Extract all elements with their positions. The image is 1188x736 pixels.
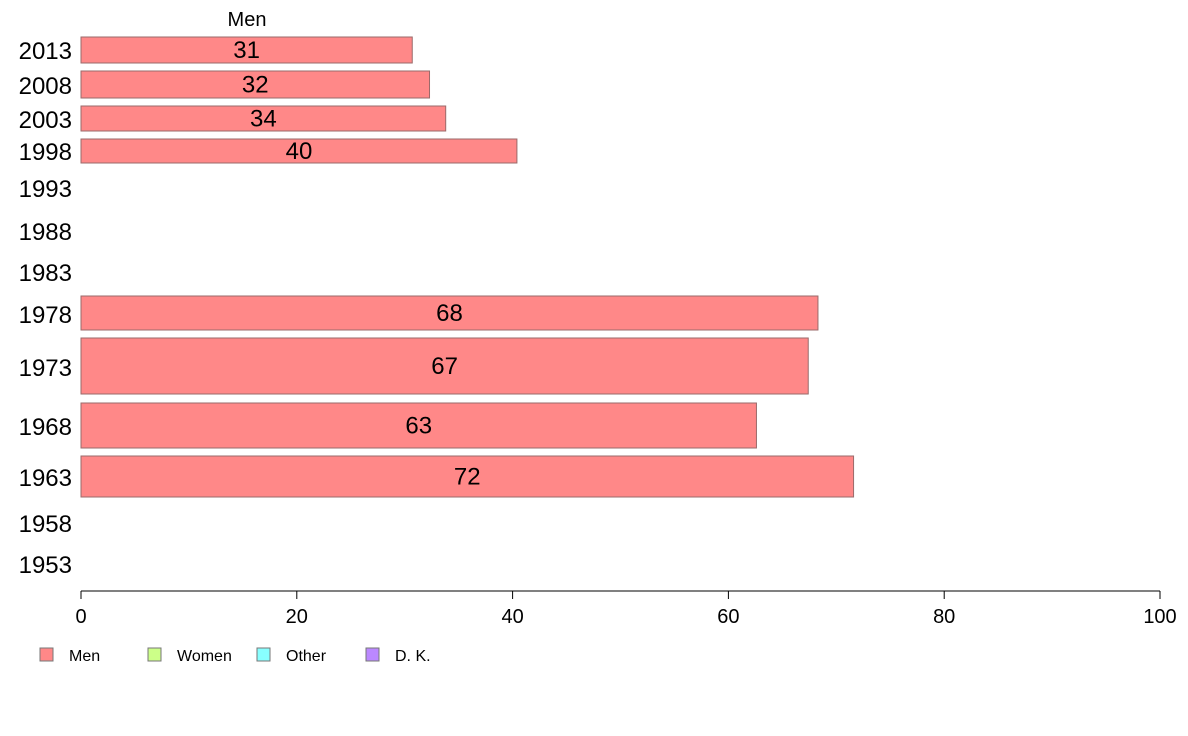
x-tick-label-40: 40	[501, 606, 523, 628]
bar-2008	[80, 70, 431, 99]
bar-label-1963: 72	[454, 464, 481, 491]
bar-1968	[80, 402, 757, 449]
year-label-1973: 1973	[19, 355, 72, 382]
legend-label-women: Women	[177, 648, 232, 665]
x-axis: 0 20 40 60 80 100	[75, 590, 1177, 628]
bar-label-1968: 63	[405, 413, 432, 440]
x-tick-label-20: 20	[286, 606, 308, 628]
year-label-1958: 1958	[19, 511, 72, 538]
bar-2003	[80, 105, 447, 132]
bar-1998	[80, 138, 518, 164]
legend-swatch-men	[39, 647, 54, 662]
legend-swatch-other	[256, 647, 271, 662]
legend-label-other: Other	[286, 648, 327, 665]
year-label-1988: 1988	[19, 219, 72, 246]
year-label-1993: 1993	[19, 176, 72, 203]
year-label-1963: 1963	[19, 465, 72, 492]
bar-label-1973: 67	[431, 353, 458, 380]
year-label-1968: 1968	[19, 414, 72, 441]
year-label-2003: 2003	[19, 107, 72, 134]
legend-label-d-k: D. K.	[395, 648, 431, 665]
bar-1978	[80, 295, 819, 331]
legend-label-men: Men	[69, 648, 100, 665]
legend: Men Women Other D. K.	[39, 647, 431, 665]
legend-swatch-d-k	[365, 647, 380, 662]
year-label-1953: 1953	[19, 552, 72, 579]
year-label-1998: 1998	[19, 139, 72, 166]
bar-label-1998: 40	[286, 138, 313, 165]
bar-label-2013: 31	[233, 37, 260, 64]
bar-labels: 31 32 34 40 68 67 63 72	[233, 37, 480, 491]
bar-2013	[80, 36, 413, 64]
bar-1973	[80, 337, 809, 395]
year-label-2013: 2013	[19, 38, 72, 65]
bar-1963	[80, 455, 855, 498]
year-label-1978: 1978	[19, 302, 72, 329]
bar-label-2008: 32	[242, 72, 269, 99]
year-label-2008: 2008	[19, 73, 72, 100]
year-labels: 2013 2008 2003 1998 1993 1988 1983 1978 1973 1968…	[19, 38, 72, 579]
x-tick-label-0: 0	[75, 606, 86, 628]
x-tick-label-100: 100	[1143, 606, 1176, 628]
year-label-1983: 1983	[19, 260, 72, 287]
bar-label-2003: 34	[250, 106, 277, 133]
x-tick-label-80: 80	[933, 606, 955, 628]
bars	[80, 36, 855, 498]
legend-swatch-women	[147, 647, 162, 662]
x-tick-label-60: 60	[717, 606, 739, 628]
bar-label-1978: 68	[436, 300, 463, 327]
series-title: Men	[228, 9, 267, 31]
